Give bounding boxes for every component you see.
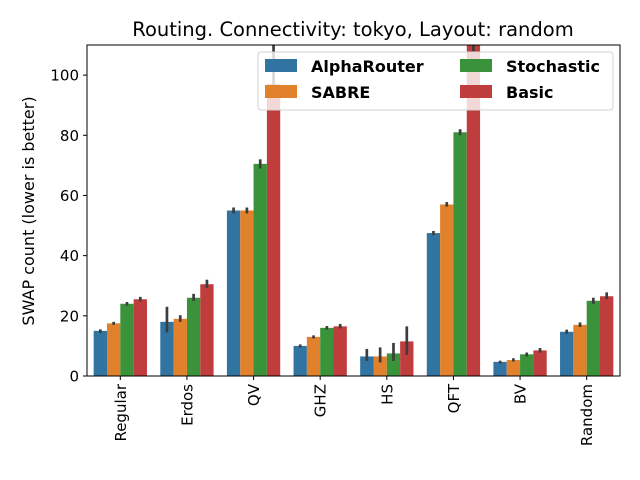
y-tick-label: 80 — [60, 127, 79, 145]
y-axis-label: SWAP count (lower is better) — [19, 96, 38, 325]
legend-label-sabre: SABRE — [311, 83, 370, 102]
bar-basic-ghz — [333, 326, 347, 376]
bar-stochastic-regular — [120, 303, 134, 376]
bars-group — [93, 45, 614, 376]
bar-basic-qv — [266, 84, 281, 376]
legend-swatch-stochastic — [460, 59, 492, 72]
bar-sabre-ghz — [306, 336, 321, 376]
bar-sabre-hs — [373, 356, 387, 376]
bar-basic-bv — [533, 350, 547, 376]
bar-stochastic-qv — [253, 163, 267, 376]
x-tick-label: HS — [378, 384, 396, 405]
bar-sabre-qv — [240, 210, 254, 376]
y-tick-label: 20 — [60, 307, 79, 325]
chart-title: Routing. Connectivity: tokyo, Layout: ra… — [132, 18, 573, 41]
bar-stochastic-random — [586, 300, 601, 376]
bar-stochastic-bv — [520, 354, 534, 376]
y-tick-label: 40 — [60, 247, 79, 265]
x-tick-label: QV — [245, 383, 263, 406]
bar-basic-qft — [466, 45, 481, 376]
bar-alpharouter-regular — [93, 330, 107, 376]
legend-swatch-basic — [460, 85, 492, 98]
bar-alpharouter-qv — [226, 210, 241, 376]
bar-sabre-random — [573, 324, 587, 376]
legend-label-stochastic: Stochastic — [506, 57, 600, 76]
x-tick-label: BV — [512, 383, 530, 404]
bar-alpharouter-qft — [426, 233, 441, 376]
y-tick-label: 60 — [60, 187, 79, 205]
x-tick-label: QFT — [445, 383, 463, 413]
axes-frame — [86, 44, 621, 377]
legend-label-alpharouter: AlphaRouter — [311, 57, 424, 76]
legend-label-basic: Basic — [506, 83, 553, 102]
bar-alpharouter-hs — [360, 356, 374, 376]
x-tick-label: Random — [578, 384, 596, 446]
legend: AlphaRouter SABRE Stochastic Basic — [257, 51, 614, 111]
legend-swatch-alpharouter — [265, 59, 297, 72]
plot-area: 0 20 40 60 80 100 Regular Erdos QV GHZ HS QFT BV Rand… — [50, 45, 614, 446]
bar-alpharouter-erdos — [160, 321, 174, 376]
bar-sabre-regular — [106, 323, 121, 376]
bar-alpharouter-random — [560, 331, 574, 376]
bar-stochastic-qft — [453, 132, 467, 376]
bar-sabre-bv — [506, 360, 521, 376]
bar-stochastic-hs — [386, 353, 401, 376]
x-tick-label: Regular — [112, 383, 130, 441]
legend-box — [257, 51, 614, 111]
bar-basic-erdos — [200, 284, 214, 376]
x-tick-label: GHZ — [312, 384, 330, 417]
legend-swatch-sabre — [265, 85, 297, 98]
bar-sabre-qft — [440, 204, 454, 376]
bar-stochastic-erdos — [186, 297, 201, 376]
bar-alpharouter-ghz — [293, 345, 307, 376]
bar-basic-hs — [400, 341, 414, 376]
bar-stochastic-ghz — [320, 327, 334, 376]
x-tick-label: Erdos — [178, 384, 196, 426]
bar-basic-random — [600, 296, 614, 376]
bar-alpharouter-bv — [493, 361, 507, 376]
bar-sabre-erdos — [173, 318, 187, 376]
y-tick-label: 100 — [50, 67, 79, 85]
y-tick-label: 0 — [69, 368, 79, 386]
bar-basic-regular — [133, 299, 147, 376]
